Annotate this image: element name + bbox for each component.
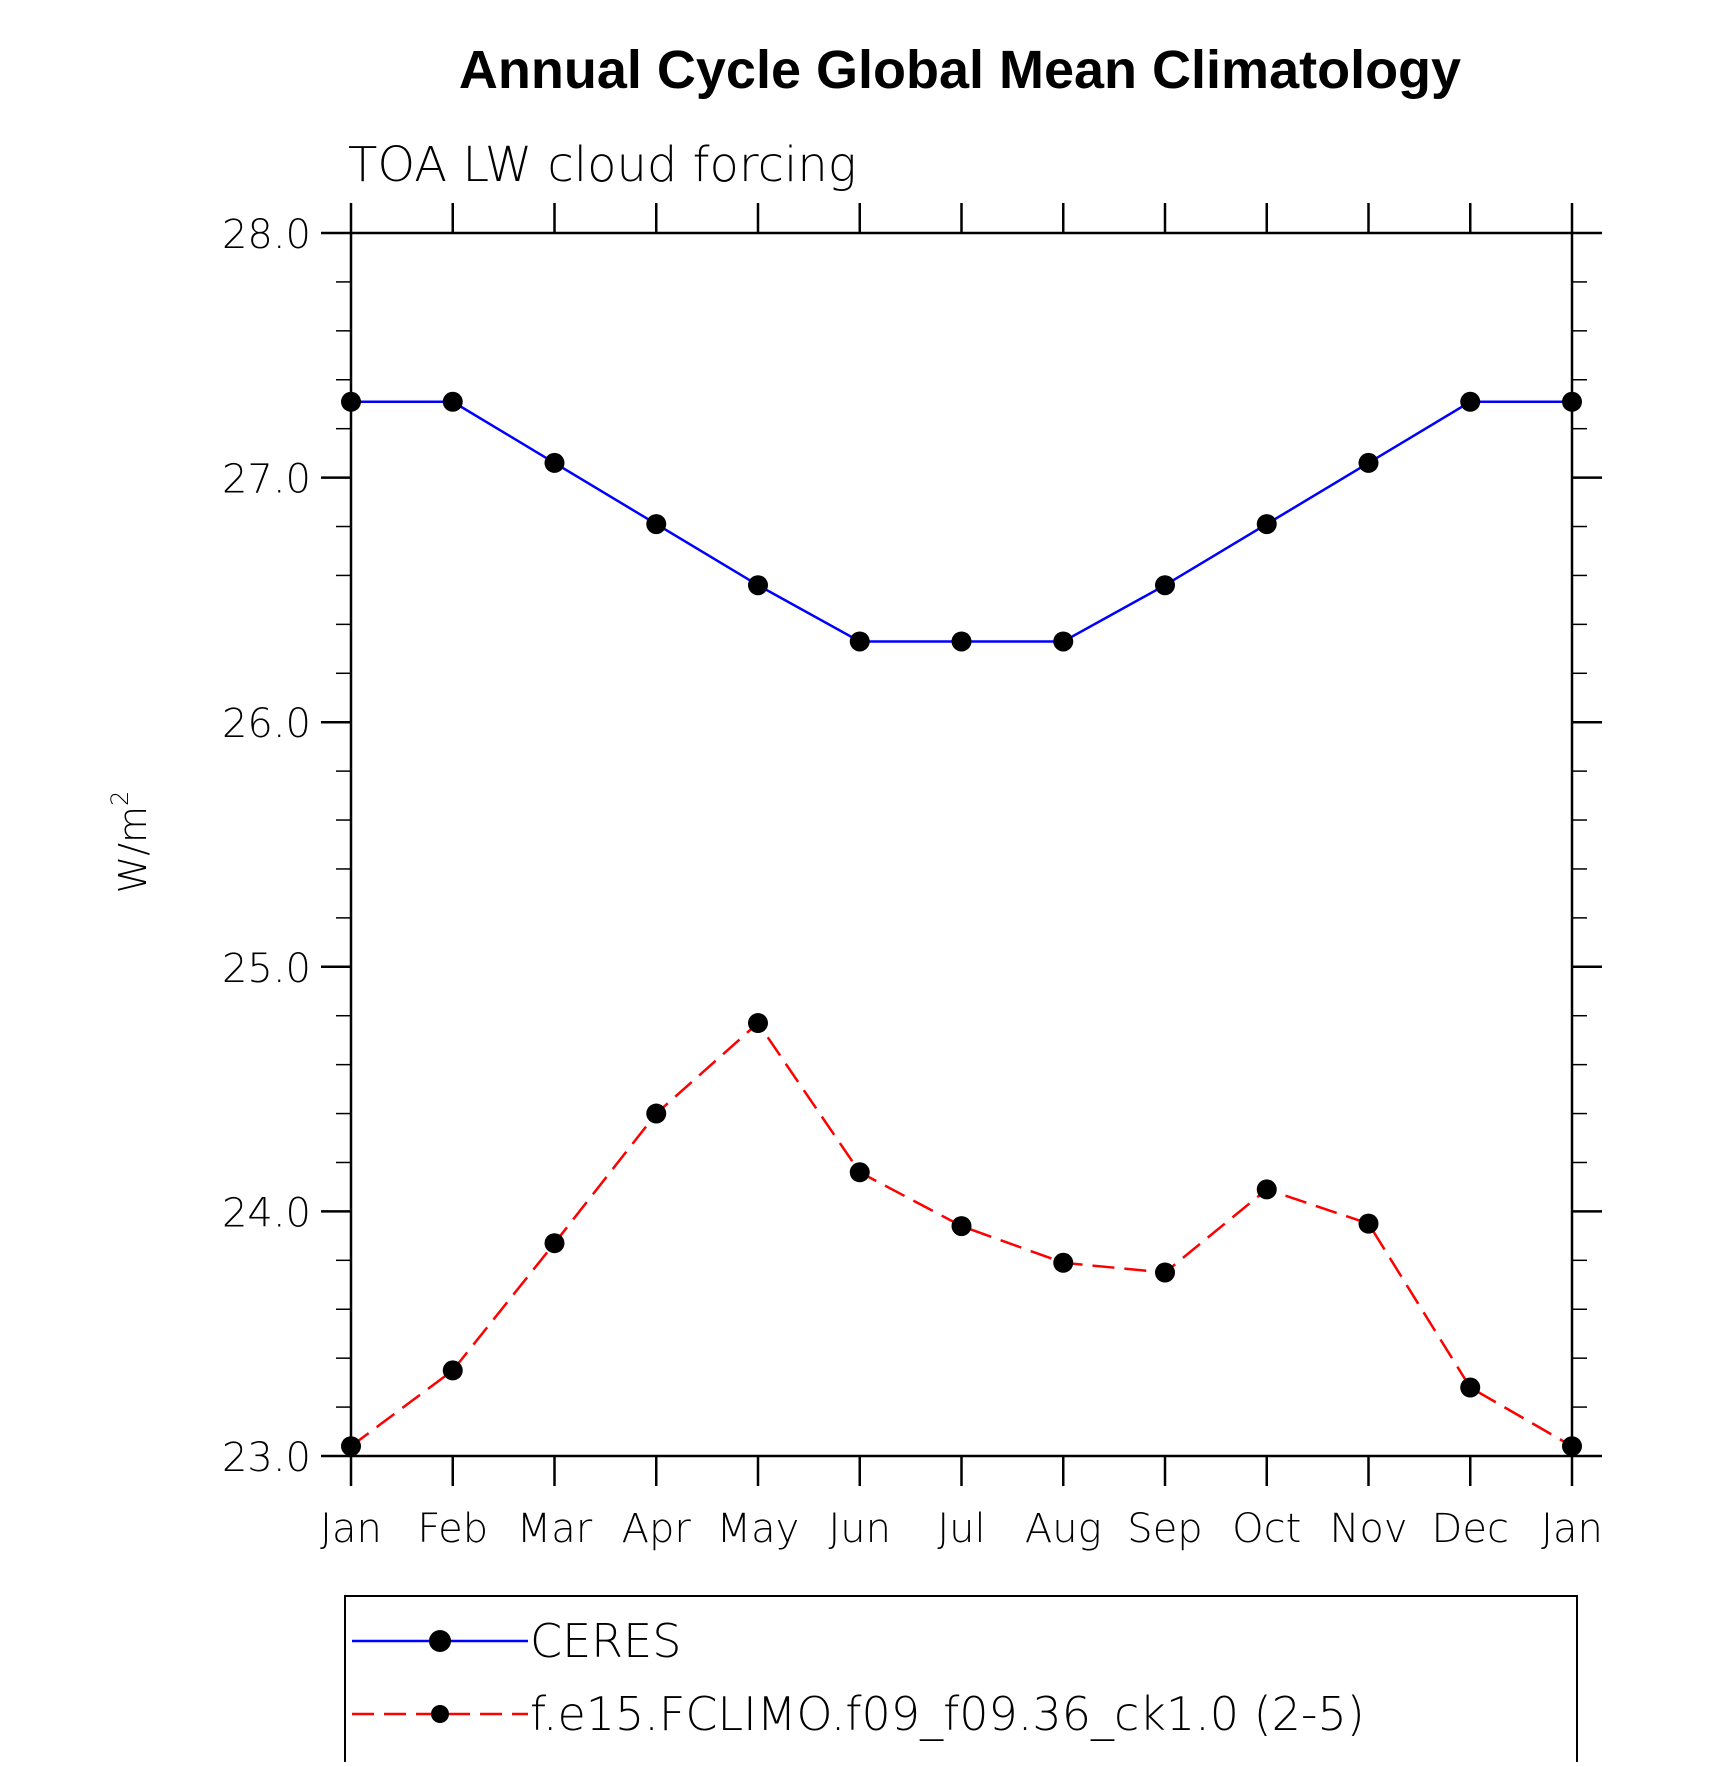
y-tick-label: 25.0 <box>222 946 311 992</box>
x-tick-label: Nov <box>1329 1506 1407 1552</box>
data-point <box>646 1103 667 1124</box>
x-tick-label: Oct <box>1232 1506 1301 1552</box>
data-series <box>341 391 1582 1457</box>
series-1 <box>341 391 1582 652</box>
x-tick-label: Jul <box>937 1506 985 1552</box>
y-tick-label: 24.0 <box>222 1190 311 1236</box>
series-line <box>351 400 1572 643</box>
x-tick-label: Jan <box>1541 1506 1603 1552</box>
legend-label-2: f.e15.FCLIMO.f09_f09.36_ck1.0 (2-5) <box>530 1687 1365 1741</box>
data-point <box>442 391 463 412</box>
data-point <box>544 1233 565 1254</box>
data-point <box>1053 1252 1074 1273</box>
y-axis-label-base: W/m <box>111 806 155 893</box>
data-point <box>646 514 667 535</box>
y-axis-label-superscript: 2 <box>106 791 134 806</box>
x-tick-label: Sep <box>1127 1506 1202 1552</box>
data-point <box>1358 1213 1379 1234</box>
plot-border <box>349 231 1574 1458</box>
data-point <box>544 452 565 473</box>
x-tick-label: Apr <box>622 1506 692 1552</box>
data-point <box>849 1162 870 1183</box>
axis-tick-labels: Jan Feb Mar Apr May Jun Jul Aug Sep Oct Nov Dec Jan2… <box>222 212 1603 1552</box>
data-point <box>951 1216 972 1237</box>
data-point <box>442 1360 463 1381</box>
legend-marker-2 <box>431 1705 449 1723</box>
y-tick-label: 27.0 <box>222 457 311 503</box>
data-point <box>1460 1377 1481 1398</box>
x-tick-label: Jan <box>320 1506 382 1552</box>
data-point <box>748 575 768 596</box>
data-point <box>1256 514 1277 535</box>
data-point <box>1460 391 1481 412</box>
chart-subtitle: TOA LW cloud forcing <box>348 137 857 193</box>
y-tick-label: 23.0 <box>222 1435 311 1481</box>
data-point <box>951 631 972 652</box>
data-point <box>1155 1262 1175 1283</box>
data-point <box>849 631 870 652</box>
data-point <box>1562 391 1582 412</box>
series-2 <box>341 1013 1582 1457</box>
x-tick-label: Mar <box>517 1506 593 1552</box>
y-tick-label: 26.0 <box>222 701 311 747</box>
x-tick-label: Feb <box>417 1506 488 1552</box>
legend: CERES f.e15.FCLIMO.f09_f09.36_ck1.0 (2-5) <box>344 1595 1578 1767</box>
legend-label-1: CERES <box>530 1614 681 1668</box>
axis-ticks <box>321 203 1602 1486</box>
legend-box <box>344 1595 1578 1767</box>
y-axis-label: W/m2 <box>106 791 155 894</box>
plot-frame <box>349 231 1574 1458</box>
x-tick-label: Dec <box>1432 1506 1509 1552</box>
data-point <box>1562 1436 1582 1457</box>
x-tick-label: Aug <box>1025 1506 1102 1552</box>
data-point <box>1155 575 1175 596</box>
data-point <box>341 1436 361 1457</box>
y-tick-label: 28.0 <box>222 212 311 258</box>
chart-title: Annual Cycle Global Mean Climatology <box>459 40 1461 100</box>
legend-marker-1 <box>429 1630 451 1652</box>
x-tick-label: May <box>717 1506 800 1552</box>
data-point <box>1053 631 1074 652</box>
data-point <box>1358 452 1379 473</box>
x-tick-label: Jun <box>829 1506 892 1552</box>
data-point <box>341 391 361 412</box>
data-point <box>748 1013 768 1034</box>
data-point <box>1256 1179 1277 1200</box>
